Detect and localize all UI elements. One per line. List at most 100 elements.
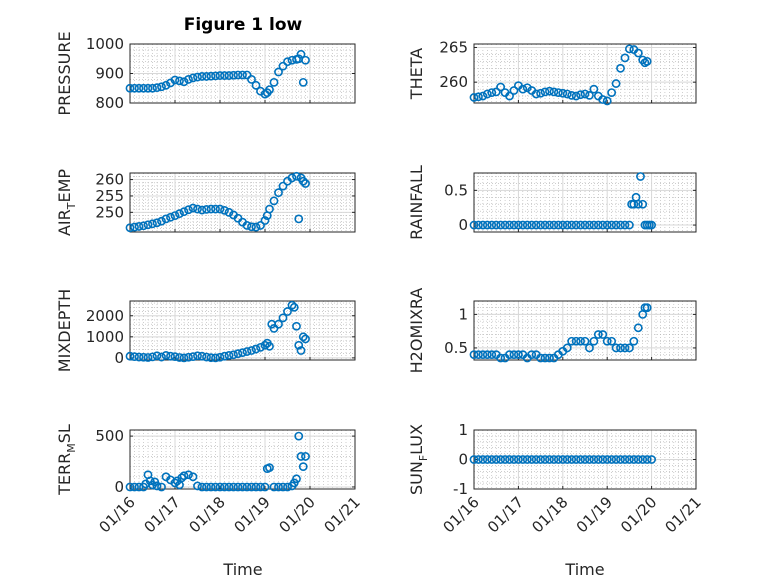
y-tick-label: 260: [439, 73, 468, 91]
data-point: [514, 350, 523, 360]
data-point: [211, 482, 220, 492]
data-point: [598, 220, 608, 230]
data-point: [215, 482, 225, 492]
data-point: [188, 352, 198, 362]
y-axis-label-text: MIXDEPTH: [55, 289, 74, 372]
y-tick-label: 500: [95, 427, 124, 445]
data-point: [251, 80, 261, 90]
data-point: [576, 336, 585, 346]
data-point: [220, 482, 229, 492]
data-point: [558, 88, 568, 98]
data-point: [260, 340, 270, 350]
x-tick-label: 01/20: [276, 493, 319, 536]
data-point: [625, 455, 634, 464]
data-point: [251, 482, 261, 492]
data-point: [509, 220, 519, 230]
data-point: [518, 84, 528, 94]
data-point: [166, 351, 175, 361]
subplot-1: 260 265 THETA: [407, 38, 697, 106]
data-point: [469, 93, 479, 102]
data-point: [571, 455, 581, 464]
data-point: [629, 455, 639, 464]
data-point: [175, 76, 184, 86]
y-axis-label-text: RAINFALL: [407, 165, 426, 240]
data-point: [469, 455, 479, 464]
subplot-3: 0 0.5 RAINFALL: [407, 165, 697, 240]
y-axis-label: H2OMIXRA: [407, 288, 426, 374]
data-point: [157, 82, 166, 92]
data-point: [184, 352, 193, 362]
data-point: [242, 221, 252, 230]
data-point: [148, 219, 157, 229]
data-point: [585, 90, 594, 100]
y-axis-label-text: AIR: [55, 209, 74, 236]
y-tick-label: 800: [95, 94, 124, 112]
data-point: [509, 455, 519, 464]
data-point: [633, 199, 643, 209]
data-point: [496, 455, 506, 464]
data-point: [616, 63, 625, 73]
data-point: [642, 455, 652, 464]
data-point: [620, 220, 630, 230]
data-point: [580, 220, 590, 230]
data-point: [301, 452, 310, 461]
subplot-6: 0 500 01/16 01/17 01/18 01/19 01/20 01/21 TERRMS…: [55, 424, 364, 536]
y-axis-label-text: THETA: [407, 48, 426, 100]
data-point: [562, 343, 572, 353]
data-point: [134, 222, 144, 231]
data-point: [161, 214, 171, 224]
data-point: [294, 431, 304, 441]
data-point: [287, 300, 297, 310]
data-point: [478, 455, 488, 464]
axes-box: [129, 429, 356, 490]
data-point: [220, 351, 229, 361]
data-point: [496, 353, 506, 363]
data-point: [491, 455, 501, 464]
axes-box: [129, 300, 356, 361]
data-point: [229, 350, 238, 360]
data-point: [478, 220, 488, 230]
data-point: [139, 352, 148, 362]
data-point: [125, 482, 135, 492]
y-axis-label-text: H2OMIXRA: [407, 288, 426, 374]
data-point: [238, 70, 247, 80]
y-tick-label: 0: [114, 478, 124, 496]
data-point: [580, 455, 590, 464]
y-axis-label-subscript: T: [65, 202, 78, 210]
data-point: [589, 336, 599, 346]
data-point: [130, 482, 139, 492]
x-tick-label: 01/21: [662, 493, 705, 536]
y-tick-label: 255: [95, 187, 124, 205]
data-point: [522, 220, 532, 230]
data-point: [238, 348, 247, 358]
data-point: [197, 351, 207, 361]
data-point: [633, 48, 643, 58]
y-tick-label: 900: [95, 65, 124, 83]
x-axis-label-right: Time: [564, 560, 604, 579]
data-point: [211, 71, 220, 81]
x-tick-label: 01/20: [617, 493, 660, 536]
data-point: [540, 455, 550, 464]
data-point: [642, 303, 652, 313]
data-point: [629, 336, 639, 346]
data-point: [298, 77, 308, 87]
data-point: [611, 220, 621, 230]
data-point: [482, 455, 492, 464]
data-point: [545, 455, 554, 464]
y-axis-label-text: PRESSURE: [55, 31, 74, 115]
y-axis-label-text: SUN: [407, 461, 426, 495]
data-point: [625, 220, 634, 230]
data-point: [567, 90, 577, 100]
data-point: [166, 212, 175, 222]
data-point: [179, 207, 189, 217]
data-point: [536, 455, 545, 464]
data-point: [602, 336, 612, 346]
data-point: [531, 89, 541, 99]
data-point: [553, 88, 563, 97]
data-point: [170, 478, 180, 488]
subplot-4: 0 1000 2000 MIXDEPTH: [55, 289, 356, 372]
data-point: [496, 220, 506, 230]
data-point: [562, 455, 572, 464]
data-point: [278, 61, 288, 71]
